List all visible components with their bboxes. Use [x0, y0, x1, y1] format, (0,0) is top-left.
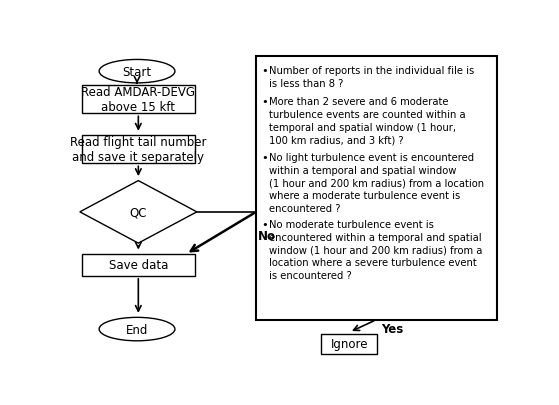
Bar: [256, 56, 496, 320]
Text: End: End: [126, 323, 148, 336]
Bar: [82, 86, 195, 114]
Bar: [82, 136, 195, 164]
Text: More than 2 severe and 6 moderate
turbulence events are counted within a
tempora: More than 2 severe and 6 moderate turbul…: [269, 97, 466, 145]
Text: Number of reports in the individual file is
is less than 8 ?: Number of reports in the individual file…: [269, 66, 475, 89]
Bar: [82, 254, 195, 276]
Text: •: •: [262, 97, 268, 107]
Ellipse shape: [99, 60, 175, 84]
Text: Save data: Save data: [108, 259, 168, 272]
Text: QC: QC: [130, 206, 147, 219]
Text: Read AMDAR-DEVG
above 15 kft: Read AMDAR-DEVG above 15 kft: [81, 86, 195, 114]
Text: •: •: [262, 220, 268, 230]
Text: Read flight tail number
and save it separately: Read flight tail number and save it sepa…: [70, 136, 207, 164]
Text: No: No: [258, 230, 276, 243]
Ellipse shape: [99, 318, 175, 341]
Text: •: •: [262, 152, 268, 162]
Bar: [321, 334, 377, 354]
Text: •: •: [262, 66, 268, 76]
Text: No moderate turbulence event is
encountered within a temporal and spatial
window: No moderate turbulence event is encounte…: [269, 220, 482, 281]
Text: Start: Start: [122, 66, 151, 79]
Text: Ignore: Ignore: [330, 338, 368, 351]
Text: No light turbulence event is encountered
within a temporal and spatial window
(1: No light turbulence event is encountered…: [269, 152, 484, 213]
Text: Yes: Yes: [381, 322, 403, 335]
Polygon shape: [80, 181, 197, 243]
